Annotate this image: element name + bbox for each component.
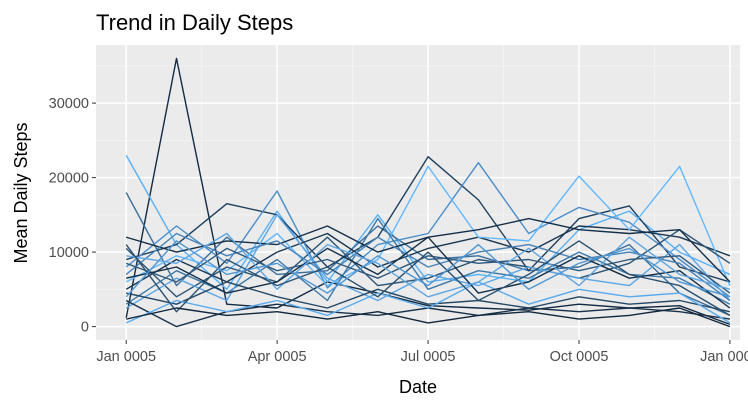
series-line-user-13	[125, 232, 731, 302]
series-line-user-02	[125, 154, 731, 290]
grid-minor	[96, 45, 740, 340]
x-tick-label: Jul 0005	[401, 349, 456, 365]
y-tick-label: 10000	[49, 245, 89, 261]
x-tick-label: Jan 0006	[700, 349, 748, 365]
series-line-user-20	[125, 240, 731, 298]
series-line-user-11	[125, 214, 731, 309]
series-line-user-04	[126, 155, 731, 283]
series-line-user-19	[125, 240, 731, 317]
series-line-user-16	[125, 247, 731, 294]
x-tick-label: Jan 0005	[96, 349, 156, 365]
series-line-user-07	[125, 165, 731, 287]
series-line-user-12	[126, 281, 731, 313]
series-layer	[125, 57, 731, 328]
y-tick-label: 30000	[49, 96, 89, 112]
y-tick-label: 20000	[49, 171, 89, 187]
series-line-user-05	[125, 161, 731, 298]
x-tick-label: Oct 0005	[550, 349, 609, 365]
series-line-user-21	[126, 307, 731, 328]
series-line-user-18	[126, 232, 731, 298]
y-axis: 0 10000 20000 30000	[49, 96, 96, 336]
series-line-user-15	[125, 281, 731, 324]
y-tick-label: 0	[81, 320, 89, 336]
x-axis: Jan 0005 Apr 0005 Jul 0005 Oct 0005 Jan 0006	[96, 340, 748, 365]
series-line-user-03	[125, 192, 731, 317]
x-axis-title: Date	[399, 377, 437, 397]
chart-title: Trend in Daily Steps	[96, 10, 293, 35]
series-line-user-08	[125, 228, 731, 298]
series-line-user-17	[126, 236, 731, 309]
x-tick-label: Apr 0005	[248, 349, 307, 365]
y-axis-title: Mean Daily Steps	[11, 122, 31, 263]
